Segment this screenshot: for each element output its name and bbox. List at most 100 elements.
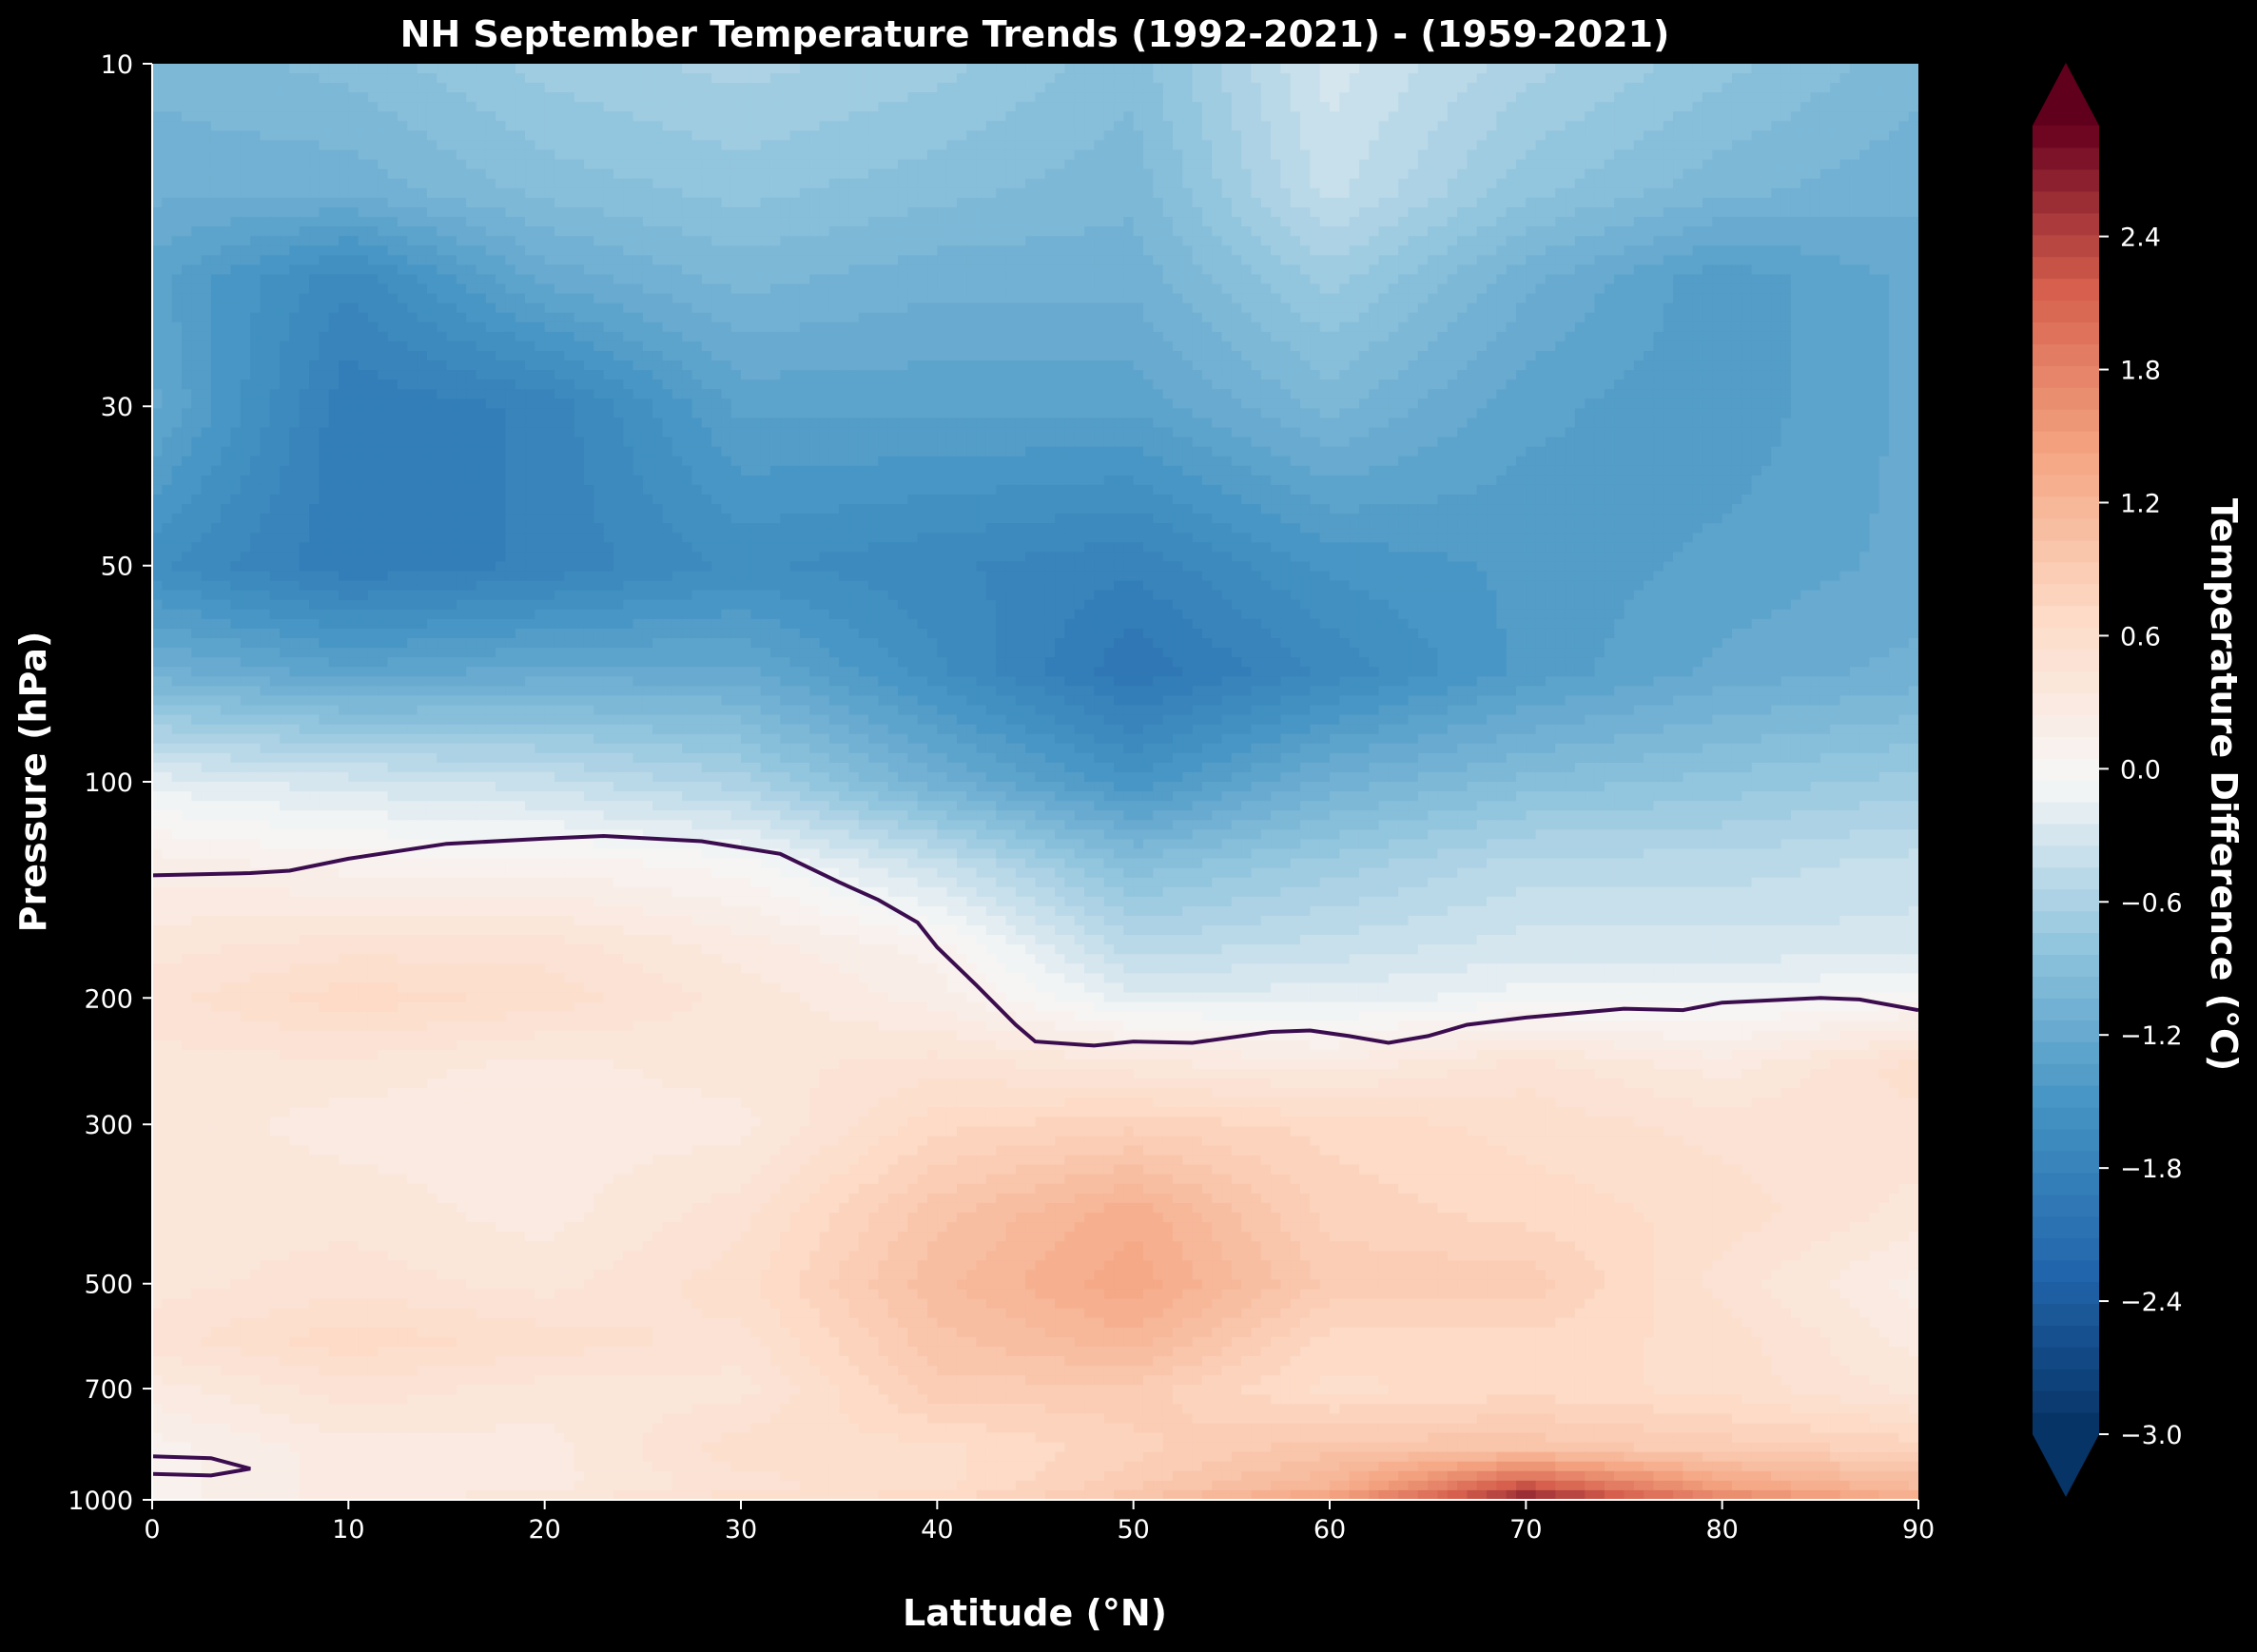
contour-cell — [878, 64, 888, 74]
contour-cell — [1909, 130, 1919, 141]
contour-cell — [231, 303, 242, 314]
contour-cell — [1820, 92, 1831, 103]
contour-cell — [1683, 313, 1693, 323]
contour-cell — [1555, 83, 1566, 93]
contour-cell — [878, 73, 888, 84]
contour-cell — [593, 141, 604, 151]
contour-cell — [182, 284, 192, 295]
contour-cell — [937, 255, 947, 265]
contour-cell — [623, 150, 633, 161]
contour-cell — [672, 102, 683, 112]
contour-cell — [1752, 236, 1762, 246]
contour-cell — [202, 207, 212, 218]
contour-cell — [339, 83, 349, 93]
contour-cell — [1712, 73, 1722, 84]
contour-cell — [476, 313, 486, 323]
contour-cell — [1153, 226, 1163, 237]
contour-cell — [289, 264, 300, 275]
contour-cell — [1055, 322, 1065, 333]
contour-cell — [1291, 160, 1301, 170]
contour-cell — [574, 64, 585, 74]
contour-cell — [1006, 92, 1017, 103]
contour-cell — [1898, 160, 1909, 170]
contour-cell — [231, 198, 242, 208]
contour-cell — [1222, 255, 1233, 265]
contour-cell — [1752, 274, 1762, 284]
contour-cell — [1644, 102, 1654, 112]
contour-cell — [457, 226, 467, 237]
contour-cell — [1437, 92, 1448, 103]
contour-cell — [162, 198, 172, 208]
contour-cell — [868, 111, 879, 122]
contour-cell — [457, 245, 467, 256]
contour-cell — [1202, 274, 1213, 284]
contour-cell — [329, 236, 340, 246]
contour-cell — [427, 255, 438, 265]
contour-cell — [1516, 255, 1527, 265]
contour-cell — [1280, 102, 1291, 112]
contour-cell — [770, 294, 781, 304]
contour-cell — [790, 313, 801, 323]
contour-cell — [1781, 236, 1792, 246]
contour-cell — [1898, 207, 1909, 218]
contour-cell — [947, 274, 958, 284]
contour-cell — [359, 141, 369, 151]
contour-cell — [280, 160, 290, 170]
contour-cell — [1771, 207, 1781, 218]
contour-cell — [1006, 255, 1017, 265]
contour-cell — [231, 294, 242, 304]
contour-cell — [231, 83, 242, 93]
contour-cell — [662, 284, 672, 295]
contour-cell — [829, 207, 840, 218]
contour-cell — [1653, 255, 1664, 265]
contour-cell — [918, 130, 928, 141]
contour-cell — [957, 188, 967, 199]
contour-cell — [1350, 73, 1360, 84]
contour-cell — [535, 245, 545, 256]
contour-cell — [1094, 255, 1104, 265]
contour-cell — [750, 179, 761, 189]
contour-cell — [1182, 245, 1193, 256]
contour-cell — [1075, 169, 1085, 180]
contour-cell — [613, 264, 624, 275]
contour-cell — [1526, 217, 1536, 227]
contour-cell — [1055, 179, 1065, 189]
contour-cell — [1732, 217, 1742, 227]
contour-cell — [1134, 313, 1144, 323]
contour-cell — [613, 322, 624, 333]
contour-cell — [545, 322, 555, 333]
contour-cell — [1339, 111, 1350, 122]
contour-cell — [1251, 150, 1261, 161]
contour-cell — [1869, 111, 1879, 122]
contour-cell — [1173, 73, 1183, 84]
contour-cell — [1418, 294, 1429, 304]
contour-cell — [1143, 322, 1154, 333]
contour-cell — [466, 141, 477, 151]
contour-cell — [1350, 169, 1360, 180]
contour-cell — [574, 303, 585, 314]
contour-cell — [1153, 130, 1163, 141]
contour-cell — [1898, 73, 1909, 84]
contour-cell — [1300, 102, 1311, 112]
contour-cell — [1830, 111, 1840, 122]
contour-cell — [270, 236, 281, 246]
contour-cell — [721, 141, 731, 151]
contour-cell — [407, 303, 418, 314]
contour-cell — [741, 294, 751, 304]
contour-cell — [593, 92, 604, 103]
contour-cell — [1516, 188, 1527, 199]
contour-cell — [231, 188, 242, 199]
contour-cell — [839, 73, 849, 84]
contour-cell — [300, 141, 310, 151]
contour-cell — [202, 226, 212, 237]
contour-cell — [1339, 169, 1350, 180]
contour-cell — [231, 284, 242, 295]
contour-cell — [1232, 83, 1242, 93]
contour-cell — [545, 188, 555, 199]
contour-cell — [1761, 83, 1772, 93]
contour-cell — [1477, 150, 1488, 161]
contour-cell — [564, 294, 574, 304]
contour-cell — [300, 64, 310, 74]
contour-cell — [1261, 294, 1272, 304]
contour-cell — [1241, 102, 1252, 112]
